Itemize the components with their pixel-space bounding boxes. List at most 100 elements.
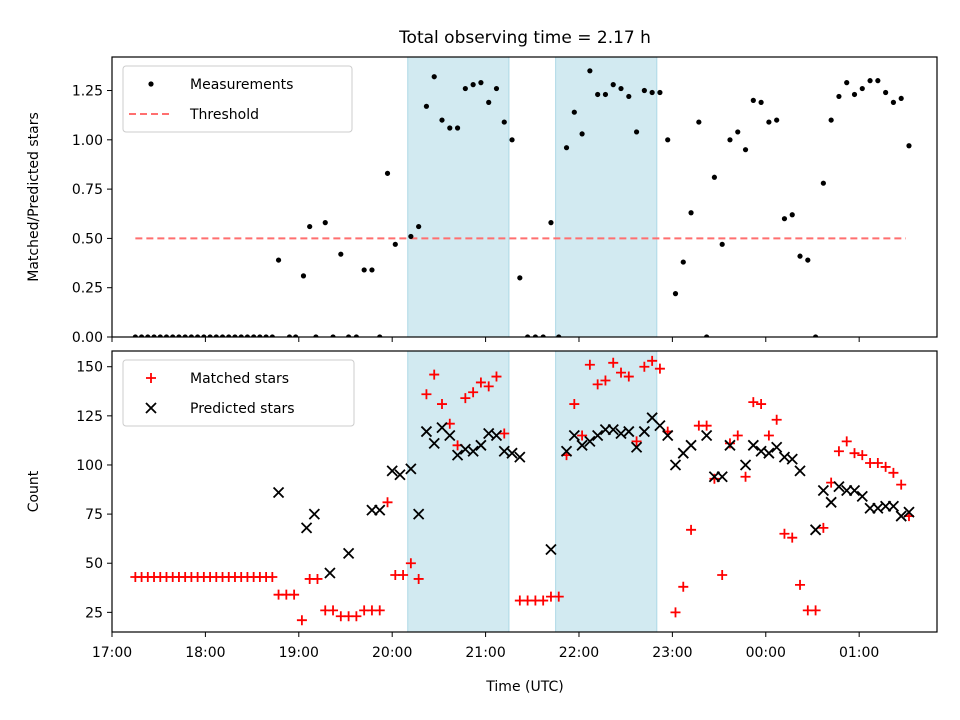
predicted-star-point xyxy=(413,508,425,520)
x-tick-label: 18:00 xyxy=(185,645,225,661)
y-axis-label: Matched/Predicted stars xyxy=(26,112,42,282)
measurement-point xyxy=(641,87,647,94)
legend-marker-measurements xyxy=(148,81,154,87)
measurement-point xyxy=(906,143,912,149)
measurement-point xyxy=(696,119,702,125)
measurement-point xyxy=(269,334,275,337)
measurement-point xyxy=(735,129,741,135)
x-tick-label: 01:00 xyxy=(839,645,879,661)
y-tick-label: 50 xyxy=(85,556,103,572)
predicted-star-point xyxy=(700,429,713,442)
matched-star-point xyxy=(795,579,806,590)
predicted-star-point xyxy=(308,508,320,520)
measurement-point xyxy=(657,89,663,96)
measurement-point xyxy=(226,334,232,337)
measurement-point xyxy=(883,89,889,96)
matched-star-point xyxy=(267,571,278,582)
predicted-star-point xyxy=(654,420,666,432)
measurement-point xyxy=(501,119,507,125)
plot-frame xyxy=(111,350,938,633)
matched-star-point xyxy=(849,448,860,459)
matched-star-point xyxy=(421,389,432,400)
data-points xyxy=(132,68,912,337)
x-tick-label: 20:00 xyxy=(372,645,412,661)
predicted-star-point xyxy=(300,522,313,534)
y-tick-label: 0.25 xyxy=(72,281,103,297)
matched-star-point xyxy=(413,573,424,584)
y-tick-label: 0.75 xyxy=(72,182,103,198)
predicted-star-point xyxy=(607,423,619,436)
measurement-point xyxy=(188,334,194,337)
measurement-point xyxy=(361,267,367,273)
predicted-star-point xyxy=(592,429,604,442)
matched-star-point xyxy=(896,479,907,490)
y-tick-label: 25 xyxy=(85,605,103,621)
measurement-point xyxy=(665,137,671,143)
measurement-point xyxy=(138,334,145,337)
observing-interval-band xyxy=(555,350,658,633)
predicted-star-point xyxy=(895,510,907,522)
observing-interval-band xyxy=(407,56,510,338)
predicted-star-point xyxy=(685,439,697,451)
matched-star-point xyxy=(841,436,852,447)
measurement-point xyxy=(369,267,375,273)
matched-star-point xyxy=(631,436,642,447)
predicted-star-point xyxy=(825,496,837,508)
matched-star-point xyxy=(810,605,821,616)
observing-interval-band xyxy=(407,350,510,633)
measurement-point xyxy=(750,97,756,103)
predicted-star-point xyxy=(833,480,845,493)
measurement-point xyxy=(618,85,624,92)
measurement-point xyxy=(525,334,531,337)
matched-star-point xyxy=(491,371,502,382)
measurement-point xyxy=(704,334,710,337)
measurement-point xyxy=(820,180,826,186)
matched-star-point xyxy=(328,605,339,616)
measurement-point xyxy=(486,99,492,105)
count-panel: 25 50 75 100 125 150 17:00 18:00 19:00 20:00 21:00… xyxy=(26,350,938,661)
predicted-star-point xyxy=(662,429,674,442)
matched-star-point xyxy=(483,381,494,392)
matched-star-point xyxy=(833,446,844,457)
predicted-star-point xyxy=(444,429,456,442)
y-axis-label: Count xyxy=(26,470,42,512)
x-tick-label: 00:00 xyxy=(746,645,786,661)
measurement-point xyxy=(330,334,336,337)
predicted-star-point xyxy=(809,524,822,536)
predicted-star-point xyxy=(747,439,759,451)
matched-star-point xyxy=(475,377,486,388)
matched-star-point xyxy=(312,573,323,584)
measurement-point xyxy=(207,334,213,337)
measurement-point xyxy=(758,99,764,105)
measurement-point xyxy=(478,80,484,86)
measurement-point xyxy=(313,334,319,337)
measurement-point xyxy=(867,78,873,84)
matched-star-point xyxy=(888,467,899,478)
predicted-star-point xyxy=(394,469,406,481)
matched-star-point xyxy=(429,369,440,380)
measurement-point xyxy=(346,334,352,337)
matched-star-point xyxy=(787,532,798,543)
matched-star-point xyxy=(499,428,510,439)
measurement-point xyxy=(517,275,523,281)
y-tick-label: 0.50 xyxy=(72,231,103,247)
legend-marker-predicted xyxy=(145,402,157,414)
x-tick-label: 17:00 xyxy=(92,645,132,661)
matched-star-point xyxy=(724,438,735,449)
matched-star-point xyxy=(732,430,743,441)
measurement-point xyxy=(812,334,819,337)
measurement-point xyxy=(244,334,251,337)
x-tick-label: 19:00 xyxy=(279,645,319,661)
measurement-point xyxy=(251,334,257,337)
legend-entry-label: Predicted stars xyxy=(190,401,295,417)
predicted-star-point xyxy=(716,471,728,483)
matched-star-point xyxy=(701,420,712,431)
matched-star-point xyxy=(296,615,307,626)
measurement-point xyxy=(384,170,391,176)
matched-star-point xyxy=(654,363,665,374)
predicted-star-point xyxy=(475,439,487,451)
measurement-point xyxy=(742,147,749,153)
measurement-point xyxy=(182,334,188,337)
predicted-star-point xyxy=(817,484,830,497)
measurement-point xyxy=(470,82,476,88)
